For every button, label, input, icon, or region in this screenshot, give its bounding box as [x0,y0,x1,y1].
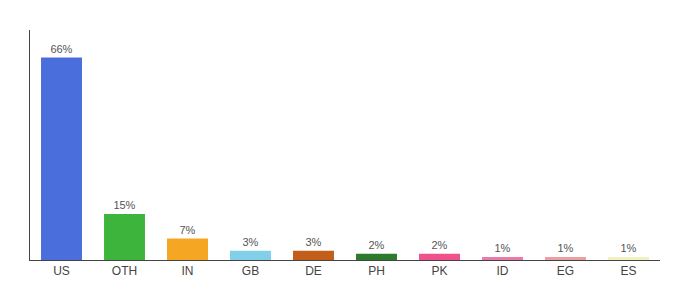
svg-text:2%: 2% [431,239,447,251]
svg-text:15%: 15% [113,199,135,211]
svg-text:IN: IN [182,264,194,278]
svg-text:PH: PH [368,264,385,278]
svg-text:3%: 3% [305,236,321,248]
svg-text:3%: 3% [242,236,258,248]
svg-text:EG: EG [557,264,574,278]
svg-text:2%: 2% [368,239,384,251]
svg-text:ID: ID [497,264,509,278]
svg-text:66%: 66% [50,43,72,55]
svg-text:7%: 7% [179,224,195,236]
svg-text:GB: GB [242,264,259,278]
svg-text:1%: 1% [557,242,573,254]
svg-text:1%: 1% [620,242,636,254]
svg-text:US: US [53,264,70,278]
svg-text:PK: PK [431,264,447,278]
svg-text:1%: 1% [494,242,510,254]
svg-text:ES: ES [620,264,636,278]
svg-text:OTH: OTH [112,264,137,278]
svg-text:DE: DE [305,264,322,278]
